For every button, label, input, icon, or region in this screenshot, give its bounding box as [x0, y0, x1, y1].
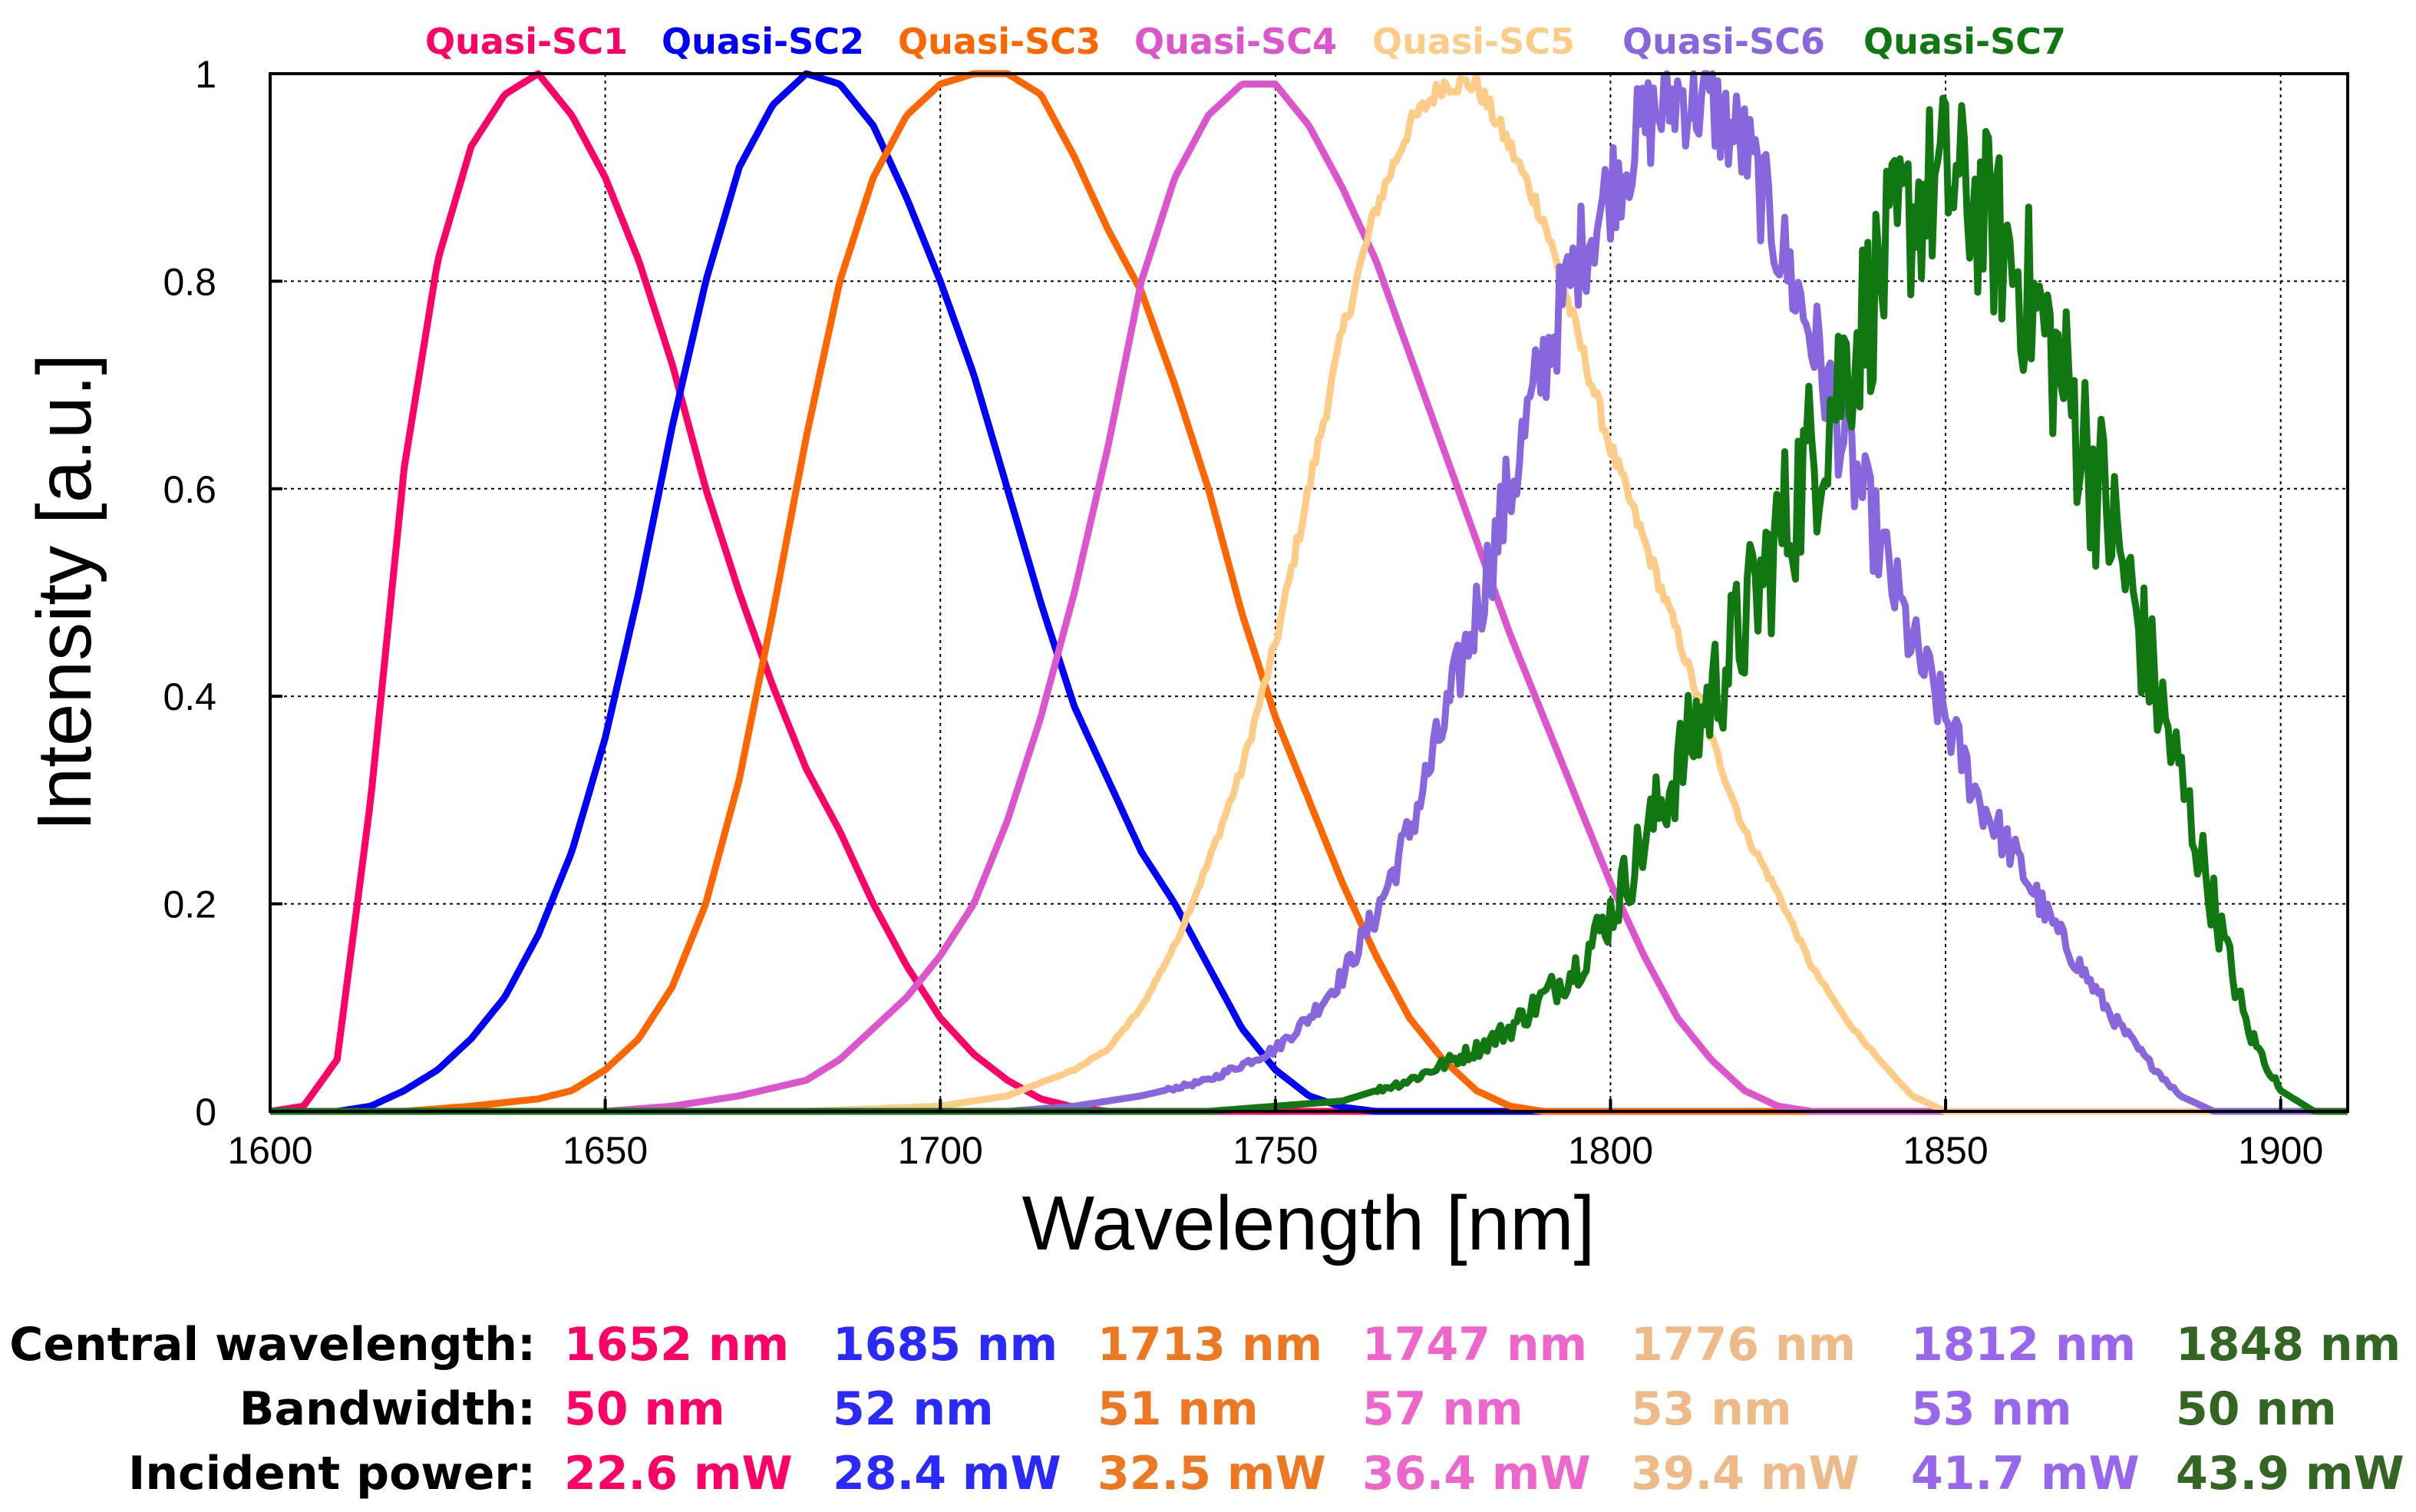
- plot-frame: [269, 72, 2349, 1113]
- table-cell: 28.4 mW: [833, 1447, 1061, 1500]
- table-cell: 36.4 mW: [1362, 1447, 1591, 1500]
- x-tick-label: 1600: [227, 1129, 312, 1172]
- table-cell: 1848 nm: [2176, 1318, 2401, 1372]
- series-line-1: [269, 70, 2348, 1115]
- y-tick-label: 1: [195, 53, 216, 96]
- table-cell: 50 nm: [2176, 1382, 2337, 1436]
- table-cell: 52 nm: [833, 1382, 994, 1436]
- legend-entry: Quasi-SC6: [1622, 21, 1825, 62]
- table-cell: 41.7 mW: [1911, 1447, 2140, 1500]
- spectrum-parameters-table: Central wavelength: 1652 nm 1685 nm 1713…: [0, 1305, 2416, 1512]
- y-tick-label: 0: [195, 1091, 216, 1134]
- y-tick-label: 0.8: [163, 260, 216, 303]
- table-cell: 1685 nm: [833, 1318, 1058, 1372]
- x-tick-label: 1850: [1903, 1129, 1988, 1172]
- series-line-5: [269, 71, 2348, 1115]
- legend-entry: Quasi-SC4: [1134, 21, 1337, 62]
- row-label: Bandwidth:: [239, 1382, 536, 1436]
- series-line-2: [269, 70, 2348, 1115]
- table-row: Incident power: 22.6 mW 28.4 mW 32.5 mW …: [0, 1441, 2416, 1506]
- legend-entry: Quasi-SC5: [1372, 21, 1575, 62]
- x-tick-label: 1900: [2238, 1129, 2323, 1172]
- table-row: Bandwidth: 50 nm 52 nm 51 nm 57 nm 53 nm…: [0, 1377, 2416, 1441]
- x-tick-label: 1650: [563, 1129, 648, 1172]
- legend-entry: Quasi-SC3: [898, 21, 1101, 62]
- table-cell: 1652 nm: [564, 1318, 790, 1372]
- y-tick-label: 0.2: [163, 883, 216, 926]
- table-cell: 1713 nm: [1097, 1318, 1323, 1372]
- series-line-4: [269, 81, 2348, 1115]
- x-tick-label: 1700: [898, 1129, 983, 1172]
- legend-entry: Quasi-SC1: [425, 21, 628, 62]
- spectrum-chart: 1600 1650 1700 1750 1800 1850 1900 0 0.2 0.4 0.6 0.…: [21, 21, 2349, 1266]
- table-cell: 32.5 mW: [1097, 1447, 1326, 1500]
- table-cell: 1747 nm: [1362, 1318, 1588, 1372]
- table-cell: 43.9 mW: [2176, 1447, 2404, 1500]
- x-tick-label: 1750: [1233, 1129, 1318, 1172]
- y-axis-title: Intensity [a.u.]: [21, 354, 107, 832]
- table-cell: 53 nm: [1631, 1382, 1792, 1436]
- table-cell: 53 nm: [1911, 1382, 2072, 1436]
- x-axis-title: Wavelength [nm]: [1022, 1180, 1596, 1266]
- table-cell: 50 nm: [564, 1382, 725, 1436]
- series-line-7: [269, 94, 2348, 1115]
- row-label: Central wavelength:: [9, 1318, 536, 1372]
- legend-entry: Quasi-SC7: [1863, 21, 2066, 62]
- legend-entry: Quasi-SC2: [662, 21, 864, 62]
- series-line-6: [269, 70, 2348, 1115]
- table-cell: 22.6 mW: [564, 1447, 793, 1500]
- table-cell: 1812 nm: [1911, 1318, 2137, 1372]
- row-label: Incident power:: [128, 1447, 536, 1500]
- y-tick-label: 0.4: [163, 675, 216, 718]
- table-cell: 51 nm: [1097, 1382, 1259, 1436]
- table-cell: 57 nm: [1362, 1382, 1523, 1436]
- x-tick-label: 1800: [1568, 1129, 1653, 1172]
- series-line-3: [269, 70, 2348, 1115]
- table-cell: 1776 nm: [1631, 1318, 1857, 1372]
- table-cell: 39.4 mW: [1631, 1447, 1860, 1500]
- y-tick-label: 0.6: [163, 468, 216, 511]
- table-row: Central wavelength: 1652 nm 1685 nm 1713…: [0, 1312, 2416, 1377]
